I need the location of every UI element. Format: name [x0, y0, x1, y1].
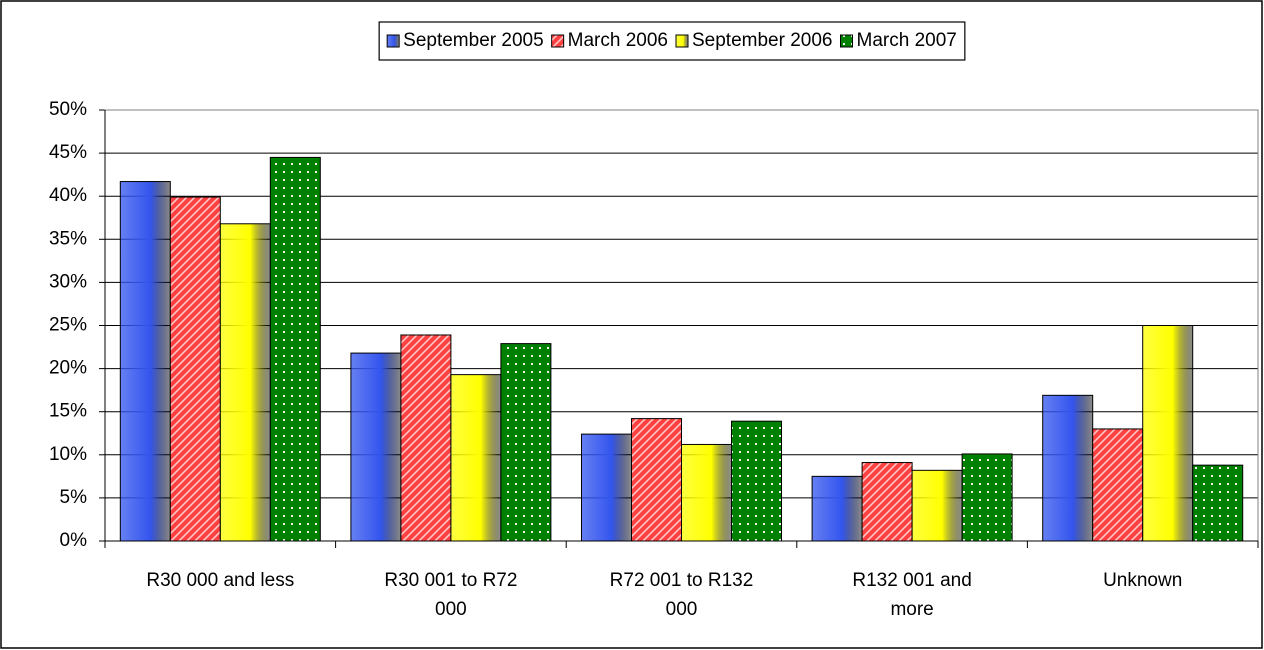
bar — [269, 156, 321, 542]
bar — [731, 420, 782, 542]
legend-box — [378, 21, 966, 61]
x-tick-label: R132 001 and more — [852, 570, 972, 620]
y-tick-label: 15% — [49, 401, 87, 422]
y-tick-label: 45% — [49, 142, 87, 163]
bar — [450, 374, 502, 542]
y-tick-label: 35% — [49, 228, 87, 249]
bar — [350, 352, 402, 542]
x-tick-label: R72 001 to R132 000 — [609, 570, 754, 620]
bar — [861, 462, 913, 542]
bar — [169, 196, 221, 542]
bar — [1142, 325, 1194, 542]
bar — [1192, 464, 1244, 542]
legend-label: September 2005 — [403, 30, 544, 51]
x-tick-label: R30 001 to R72 000 — [384, 570, 518, 620]
legend-label: March 2006 — [568, 30, 668, 51]
y-tick-label: 40% — [49, 185, 87, 206]
y-tick-label: 20% — [49, 358, 87, 379]
bar — [119, 181, 171, 542]
y-tick-label: 50% — [49, 99, 87, 120]
bar — [631, 418, 682, 542]
bar — [811, 475, 863, 542]
legend-swatch — [840, 34, 853, 48]
y-tick-label: 30% — [49, 271, 87, 292]
bar — [1042, 394, 1094, 542]
bar — [400, 334, 452, 542]
legend-swatch — [675, 34, 689, 48]
y-tick-label: 10% — [49, 444, 87, 465]
bar — [581, 433, 632, 542]
bar — [911, 469, 963, 542]
x-tick-label: R30 000 and less — [146, 570, 295, 591]
legend-label: September 2006 — [692, 30, 833, 51]
bar — [961, 453, 1013, 542]
bar — [681, 443, 732, 542]
legend-label: March 2007 — [857, 30, 957, 51]
y-tick-label: 0% — [60, 530, 88, 551]
y-tick-label: 5% — [60, 487, 88, 508]
bar — [1092, 428, 1144, 542]
bar — [500, 343, 552, 542]
bar — [219, 223, 271, 542]
x-tick-label: Unknown — [1103, 570, 1183, 591]
legend-swatch — [386, 34, 400, 48]
y-tick-label: 25% — [49, 315, 87, 336]
legend-swatch — [551, 34, 565, 48]
